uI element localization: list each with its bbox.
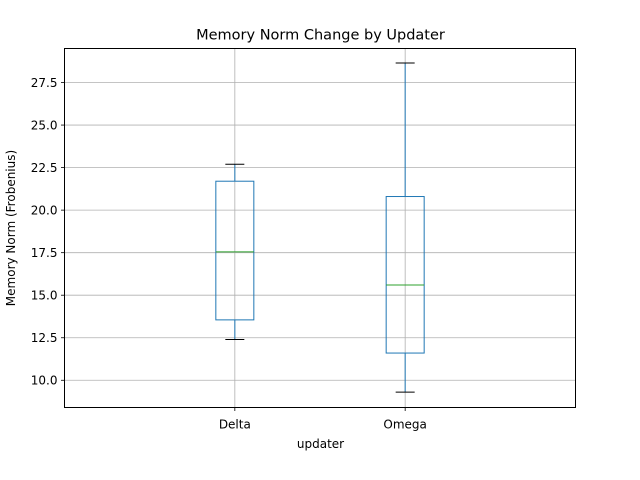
y-tick-label: 20.0 bbox=[31, 203, 58, 217]
y-axis-ticks: 10.0 12.5 15.0 17.5 20.0 22.5 25.0 27.5 bbox=[31, 76, 65, 388]
x-tick-label: Omega bbox=[383, 418, 427, 432]
y-tick-label: 12.5 bbox=[31, 331, 58, 345]
boxes bbox=[215, 62, 425, 393]
y-tick-label: 27.5 bbox=[31, 76, 58, 90]
x-axis-ticks: Delta Omega bbox=[219, 407, 427, 432]
y-tick-label: 10.0 bbox=[31, 374, 58, 388]
y-tick-label: 17.5 bbox=[31, 246, 58, 260]
grid-lines bbox=[64, 48, 576, 408]
y-tick-label: 22.5 bbox=[31, 161, 58, 175]
x-axis-label: updater bbox=[297, 437, 344, 451]
plot-area-frame bbox=[64, 48, 576, 408]
box-group bbox=[385, 62, 425, 393]
y-tick-label: 25.0 bbox=[31, 118, 58, 132]
x-tick-label: Delta bbox=[219, 418, 251, 432]
chart-title: Memory Norm Change by Updater bbox=[196, 28, 445, 44]
y-tick-label: 15.0 bbox=[31, 289, 58, 303]
iqr-box bbox=[215, 180, 255, 321]
y-axis-label: Memory Norm (Frobenius) bbox=[4, 150, 18, 306]
iqr-box bbox=[385, 196, 425, 354]
box-group bbox=[215, 163, 255, 340]
